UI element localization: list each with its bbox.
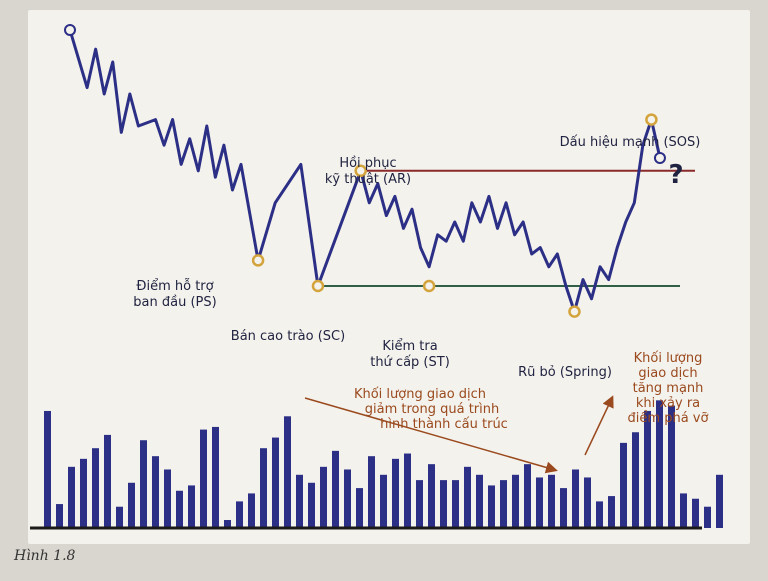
volume-bar: [488, 485, 495, 528]
volume-bar: [632, 432, 639, 528]
volume-annotations: Khối lượng giao dịch giảm trong quá trình…: [354, 351, 709, 432]
volume-bar: [536, 477, 543, 528]
volume-bar: [332, 450, 339, 528]
volume-bar: [152, 456, 159, 528]
volume-bar: [104, 434, 111, 528]
key-point-marker: [645, 113, 658, 126]
volume-bar: [620, 442, 627, 528]
volume-bar: [320, 466, 327, 528]
start-point-marker: [64, 24, 76, 36]
volume-bar: [560, 488, 567, 528]
volume-bar: [644, 410, 651, 528]
volume-bar: [164, 469, 171, 528]
volume-bar: [500, 480, 507, 528]
volume-bar: [416, 480, 423, 528]
volume-bar: [692, 498, 699, 528]
key-point-label: Rũ bỏ (Spring): [518, 365, 612, 380]
volume-bar: [188, 485, 195, 528]
question-mark: ?: [668, 160, 683, 190]
volume-annotation: Khối lượng giao dịch tăng mạnh khi xảy ra đi…: [628, 351, 709, 426]
volume-bar: [440, 480, 447, 528]
volume-trend-arrows: [304, 395, 614, 474]
key-point-label: Dấu hiệu mạnh (SOS): [560, 135, 701, 150]
volume-bar: [704, 506, 711, 528]
volume-bar: [368, 456, 375, 528]
key-point-label: Hồi phục kỹ thuật (AR): [325, 156, 411, 187]
volume-bar: [200, 429, 207, 528]
volume-bar: [356, 488, 363, 528]
volume-bar: [128, 482, 135, 528]
volume-bar: [680, 493, 687, 528]
key-point-marker: [251, 254, 265, 267]
key-point-marker: [354, 164, 367, 178]
volume-bar: [212, 426, 219, 528]
key-point-markers: [251, 113, 658, 318]
volume-bar: [140, 440, 147, 528]
volume-bar: [452, 480, 459, 528]
volume-bar: [548, 474, 555, 528]
figure-caption: Hình 1.8: [14, 548, 76, 564]
volume-bar: [524, 464, 531, 528]
end-point-marker: [653, 152, 666, 164]
volume-annotation: Khối lượng giao dịch giảm trong quá trình…: [354, 387, 508, 432]
volume-bar: [608, 496, 615, 528]
volume-bar: [716, 474, 723, 528]
volume-bar: [68, 466, 75, 528]
volume-bar: [176, 490, 183, 528]
volume-bar: [584, 477, 591, 528]
volume-bar: [56, 504, 63, 528]
volume-bar: [308, 482, 315, 528]
volume-bar: [44, 410, 51, 528]
volume-bar: [668, 405, 675, 528]
volume-bar: [248, 493, 255, 528]
volume-bar: [656, 400, 663, 528]
volume-bar: [260, 448, 267, 528]
volume-bar: [224, 520, 231, 528]
volume-bar: [344, 469, 351, 528]
volume-bar: [464, 466, 471, 528]
volume-surge-arrow: [584, 395, 614, 456]
key-point-marker: [568, 305, 581, 318]
volume-bar: [116, 506, 123, 528]
volume-bar: [92, 448, 99, 528]
volume-bar: [284, 416, 291, 528]
volume-bar: [572, 469, 579, 528]
volume-bar: [476, 474, 483, 528]
volume-bar: [392, 458, 399, 528]
volume-bars: [44, 400, 723, 528]
key-point-marker: [422, 279, 436, 293]
volume-bar: [596, 501, 603, 528]
key-point-label: Điểm hỗ trợ ban đầu (PS): [133, 279, 216, 310]
volume-bar: [428, 464, 435, 528]
volume-bar: [236, 501, 243, 528]
volume-bar: [272, 437, 279, 528]
volume-bar: [380, 474, 387, 528]
key-point-label: Kiểm tra thứ cấp (ST): [370, 339, 450, 370]
key-point-labels: Điểm hỗ trợ ban đầu (PS) Bán cao trào (SC)…: [133, 135, 700, 380]
volume-bar: [512, 474, 519, 528]
volume-bar: [80, 458, 87, 528]
figure-paper: [28, 10, 750, 544]
key-point-label: Bán cao trào (SC): [231, 329, 345, 344]
key-point-marker: [311, 279, 325, 293]
volume-decline-arrow: [304, 397, 558, 474]
volume-bar: [404, 453, 411, 528]
volume-bar: [296, 474, 303, 528]
price-line: [68, 29, 662, 314]
